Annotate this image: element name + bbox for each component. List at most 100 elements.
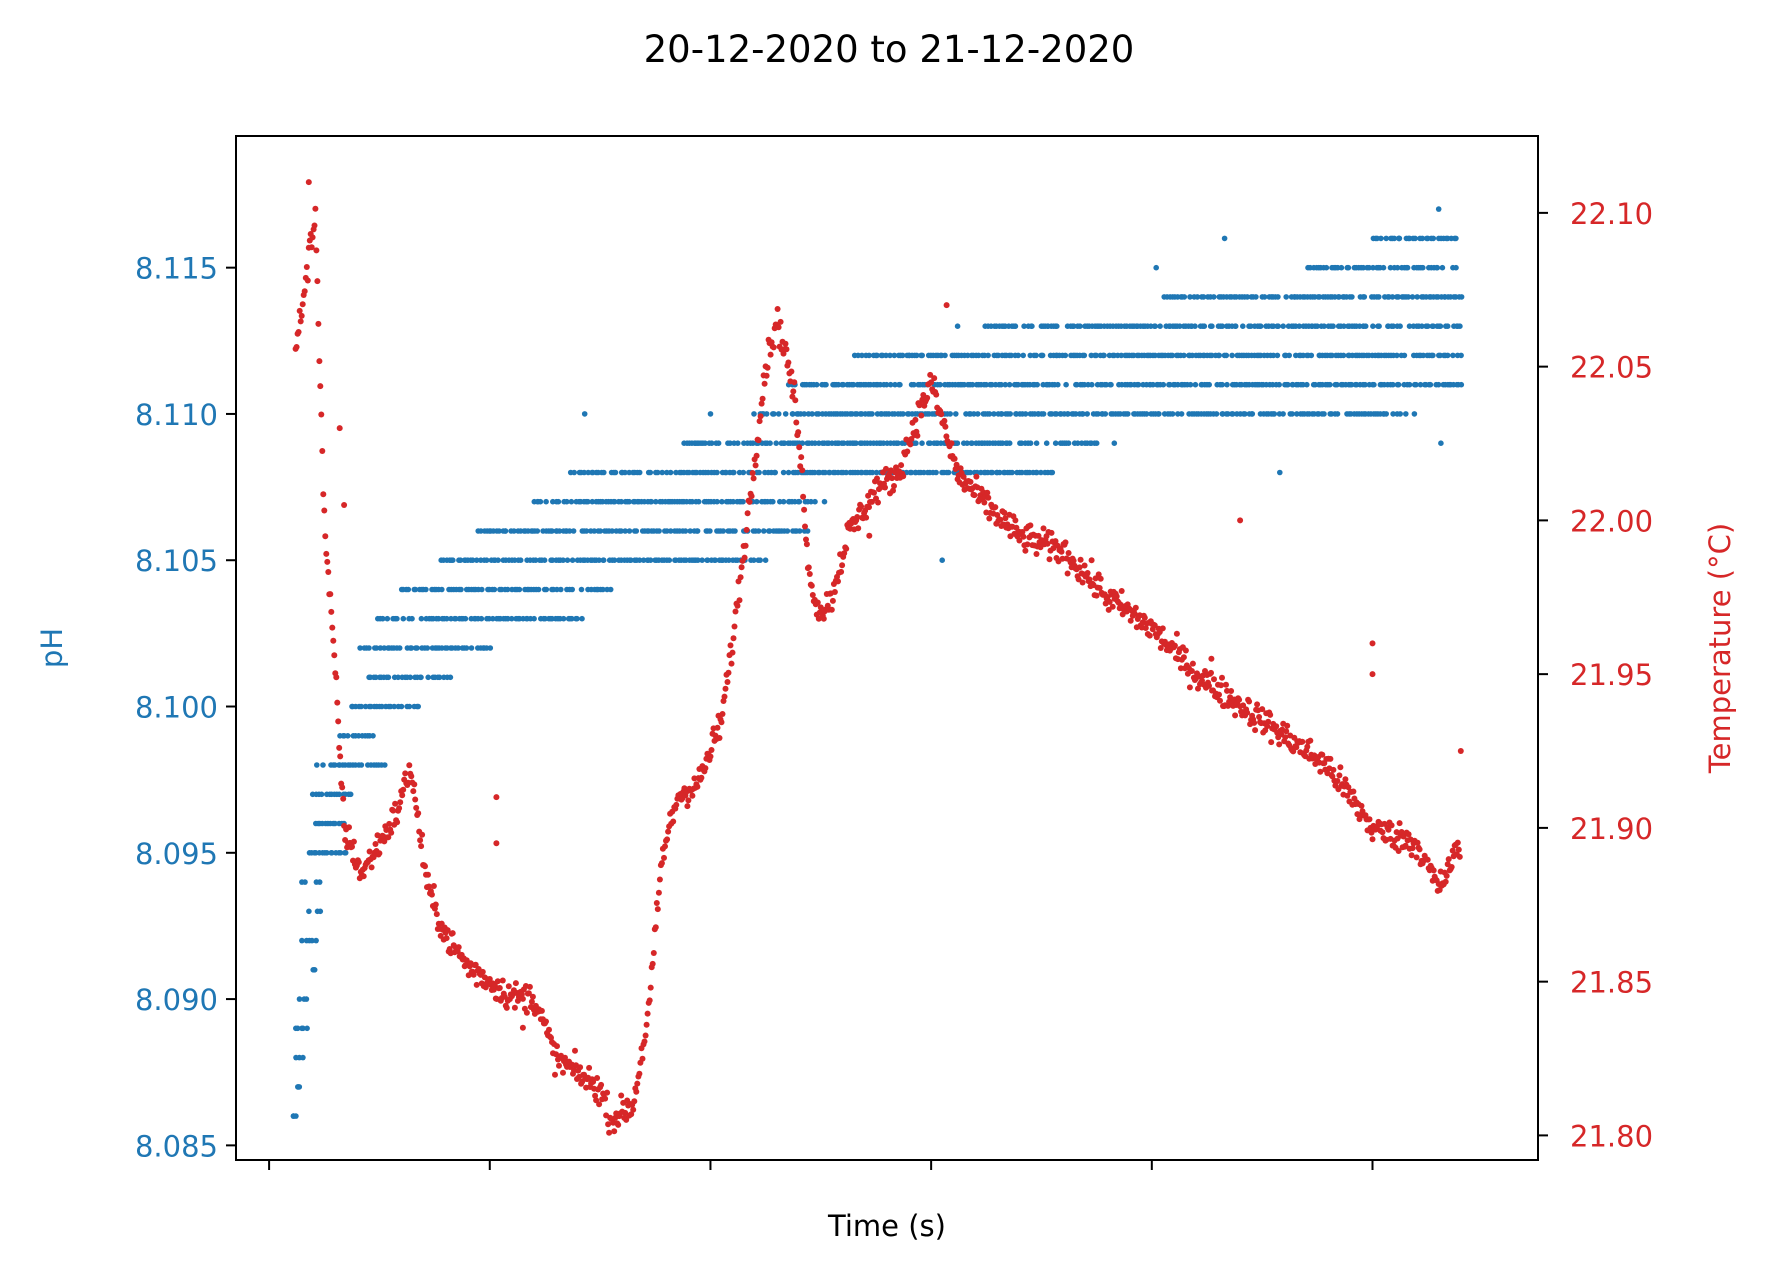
temperature-point bbox=[1405, 831, 1412, 838]
temperature-point bbox=[642, 1032, 649, 1039]
temperature-point bbox=[350, 838, 357, 845]
ph-point bbox=[556, 528, 563, 534]
ph-point bbox=[622, 528, 628, 534]
ph-point bbox=[1006, 440, 1013, 447]
temperature-point bbox=[730, 635, 737, 642]
ph-point bbox=[1338, 264, 1345, 271]
temperature-point bbox=[422, 863, 428, 870]
ph-point bbox=[1039, 352, 1046, 359]
temperature-point bbox=[719, 711, 726, 717]
ph-point bbox=[504, 586, 511, 593]
temperature-point bbox=[728, 660, 735, 667]
temperature-point bbox=[321, 507, 328, 514]
temperature-point bbox=[1052, 538, 1059, 545]
ph-point bbox=[900, 411, 906, 417]
ph-point bbox=[1221, 235, 1228, 242]
ph-point bbox=[1370, 264, 1376, 271]
temperature-point bbox=[1216, 691, 1222, 698]
ph-point bbox=[1073, 411, 1079, 417]
ph-point bbox=[761, 528, 767, 534]
temperature-point bbox=[951, 455, 958, 462]
temperature-point bbox=[788, 368, 795, 375]
temperature-point bbox=[331, 652, 338, 659]
ph-point bbox=[1289, 411, 1295, 417]
ph-point bbox=[313, 937, 319, 944]
temperature-point bbox=[1304, 743, 1311, 750]
temperature-point bbox=[798, 454, 805, 461]
temperature-point bbox=[633, 1088, 640, 1095]
temperature-point bbox=[295, 329, 302, 335]
temperature-point bbox=[1337, 764, 1344, 771]
ph-point bbox=[373, 645, 380, 651]
ph-point bbox=[1249, 411, 1256, 417]
temperature-point bbox=[907, 441, 914, 448]
ph-point bbox=[702, 440, 708, 447]
ph-point bbox=[998, 381, 1004, 388]
temperature-point bbox=[685, 797, 692, 804]
temperature-point bbox=[297, 318, 304, 325]
temperature-point bbox=[795, 429, 802, 436]
ph-point bbox=[796, 498, 803, 505]
temperature-point bbox=[1186, 684, 1193, 691]
ph-point bbox=[1389, 294, 1396, 300]
temperature-point bbox=[472, 961, 479, 968]
temperature-point bbox=[967, 478, 974, 485]
temperature-point bbox=[924, 394, 931, 401]
temperature-point bbox=[388, 829, 395, 836]
temperature-point bbox=[890, 487, 896, 494]
temperature-point bbox=[320, 491, 327, 498]
ph-point bbox=[1192, 323, 1198, 330]
temperature-point bbox=[1208, 669, 1214, 676]
temperature-point bbox=[1027, 522, 1034, 529]
ph-point bbox=[933, 469, 939, 476]
ph-point bbox=[843, 469, 849, 476]
temperature-point bbox=[1443, 872, 1450, 879]
temperature-point bbox=[1076, 564, 1083, 571]
ph-point bbox=[299, 937, 305, 944]
temperature-point bbox=[486, 976, 493, 982]
ph-point bbox=[707, 528, 713, 534]
ph-point bbox=[1275, 294, 1281, 300]
temperature-point bbox=[430, 883, 437, 889]
temperature-point bbox=[385, 834, 392, 841]
ph-point bbox=[1420, 352, 1427, 359]
temperature-point bbox=[1022, 547, 1029, 554]
temperature-point bbox=[323, 550, 330, 557]
ph-point bbox=[913, 352, 920, 359]
ph-point bbox=[859, 352, 865, 359]
ph-point bbox=[659, 469, 665, 476]
ph-point bbox=[726, 557, 732, 563]
ph-point bbox=[1223, 352, 1230, 359]
ph-point bbox=[937, 381, 943, 388]
ph-point bbox=[999, 411, 1005, 417]
ph-point bbox=[1349, 294, 1355, 300]
ph-point bbox=[1065, 411, 1071, 417]
temperature-point bbox=[652, 924, 659, 931]
temperature-point bbox=[1024, 541, 1031, 548]
ph-point bbox=[1401, 352, 1408, 359]
temperature-point bbox=[1086, 576, 1093, 583]
ph-point bbox=[560, 557, 566, 563]
ph-point bbox=[967, 469, 974, 476]
temperature-point bbox=[298, 312, 305, 319]
ph-point bbox=[799, 440, 806, 447]
y-tick-label-left: 8.085 bbox=[135, 1129, 218, 1163]
ph-point bbox=[581, 469, 587, 476]
ph-point bbox=[753, 498, 760, 505]
temperature-point bbox=[415, 810, 422, 817]
temperature-point bbox=[346, 824, 352, 831]
ph-point bbox=[1430, 323, 1437, 330]
temperature-point bbox=[661, 854, 667, 861]
temperature-point bbox=[1236, 696, 1243, 703]
temperature-point bbox=[339, 784, 346, 791]
ph-point bbox=[384, 615, 391, 622]
temperature-point bbox=[718, 719, 725, 726]
temperature-point bbox=[707, 753, 714, 760]
ph-point bbox=[408, 645, 415, 651]
temperature-point bbox=[1251, 719, 1258, 726]
temperature-point bbox=[763, 372, 770, 379]
temperature-point bbox=[658, 860, 665, 867]
ph-point bbox=[708, 440, 715, 447]
ph-point bbox=[899, 352, 906, 359]
ph-point bbox=[1209, 323, 1215, 330]
